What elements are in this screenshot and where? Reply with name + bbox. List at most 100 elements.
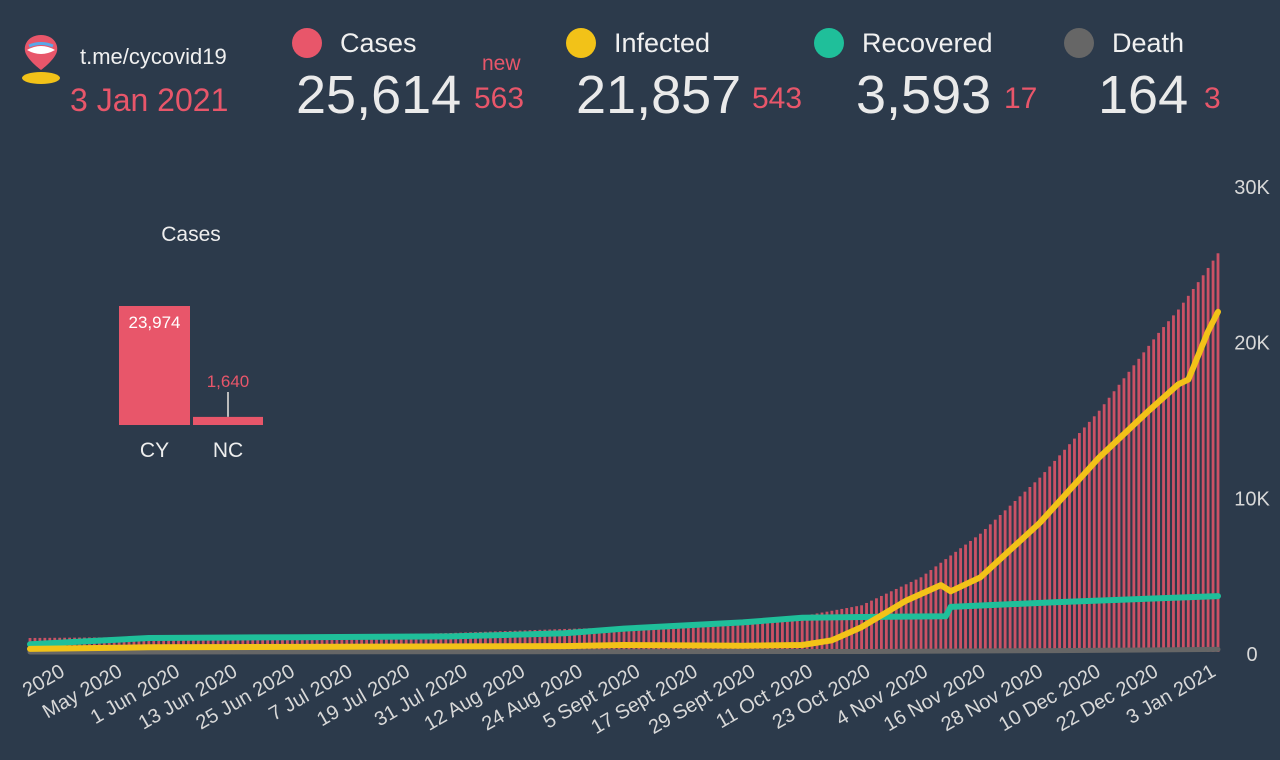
stat-increase: 563 (474, 82, 525, 115)
cases-bar (1137, 358, 1141, 652)
y-tick-label: 10K (1234, 488, 1270, 510)
cases-bar (474, 632, 477, 652)
cases-bar (776, 618, 779, 652)
cases-bar (345, 635, 349, 652)
cases-bar (785, 617, 789, 652)
cases-bar (894, 588, 898, 652)
cases-bar (835, 609, 839, 652)
cases-bar (112, 637, 116, 652)
cases-bar (513, 630, 517, 652)
cases-bar (1206, 267, 1210, 652)
cases-bar (924, 573, 928, 652)
cases-bar (939, 562, 943, 652)
cases-bar (741, 620, 745, 652)
cases-by-region-chart: Cases CY 23,974 NC 1,640 (119, 223, 263, 462)
cases-bar (736, 621, 740, 652)
cases-bar (444, 633, 448, 652)
death-dot-icon (1064, 28, 1094, 58)
cases-bar (845, 608, 849, 652)
cases-bar (449, 633, 453, 652)
cases-bar (652, 625, 656, 652)
cases-bar (726, 621, 730, 652)
cases-bar (1162, 327, 1165, 652)
stat-label: Cases (340, 28, 417, 58)
cases-bar (498, 631, 502, 652)
cases-bar (964, 544, 967, 652)
cases-bar (944, 559, 948, 652)
y-tick-label: 30K (1234, 177, 1270, 199)
cases-bar (662, 625, 665, 652)
recovered-dot-icon (814, 28, 844, 58)
cases-bar (840, 608, 844, 652)
recovered-line (27, 593, 1221, 648)
cases-bar (122, 637, 126, 652)
cases-bar (117, 637, 121, 652)
cases-bar (1058, 455, 1061, 652)
stat-label: Recovered (862, 28, 993, 58)
cases-bar (573, 628, 576, 652)
cases-bar (380, 634, 383, 652)
cases-bar (493, 631, 497, 652)
infected-dot-icon (566, 28, 596, 58)
cases-bar (1147, 345, 1151, 652)
series-lines (27, 308, 1221, 655)
cases-bar (627, 627, 631, 652)
cases-bar (686, 623, 690, 652)
inset-bar-cy (119, 306, 190, 425)
cases-bar (1003, 510, 1007, 652)
cases-bar (469, 632, 472, 652)
cases-bar (647, 626, 651, 652)
cases-bar (78, 637, 81, 652)
cases-bar (1023, 491, 1027, 652)
cases-bar (533, 630, 537, 652)
cases-bar (568, 628, 571, 652)
cases-bar (988, 524, 992, 652)
cases-bar (484, 631, 487, 652)
cases-bar (1008, 505, 1012, 652)
death-line (27, 646, 1221, 655)
cases-bar (979, 533, 982, 652)
cases-bar (97, 637, 101, 652)
cases-bar (880, 595, 883, 652)
cases-bar (399, 634, 403, 652)
cases-bar (414, 633, 418, 652)
cases-bar (350, 635, 354, 652)
cases-bar (592, 628, 596, 652)
cases-bar (325, 635, 329, 652)
cases-bar (830, 610, 834, 652)
cases-bar (667, 624, 670, 652)
report-date: 3 Jan 2021 (70, 82, 229, 118)
cases-bar (607, 627, 611, 652)
cases-bar (424, 633, 428, 652)
cases-bar (1038, 477, 1042, 652)
cases-bar (83, 637, 86, 652)
cases-bar (790, 616, 794, 652)
cases-bar (751, 620, 755, 652)
cases-bar (102, 637, 106, 652)
cases-bar (998, 515, 1002, 652)
cases-bar (815, 613, 819, 652)
cases-bar (597, 628, 601, 652)
cases-bar (1167, 321, 1170, 652)
cases-bar (1073, 438, 1076, 652)
cases-bar (993, 519, 997, 652)
inset-value-label: 23,974 (129, 313, 181, 332)
cases-bar (949, 555, 953, 652)
cases-bar (983, 529, 987, 652)
cases-bar (1107, 397, 1111, 652)
cases-bar (701, 623, 705, 652)
cases-bar (884, 593, 888, 653)
cases-bar (1013, 501, 1017, 652)
cases-bar (409, 633, 413, 652)
cases-bar (657, 625, 661, 652)
source-link[interactable]: t.me/cycovid19 (80, 44, 227, 69)
cases-bar (523, 630, 527, 652)
cases-bar (706, 622, 710, 652)
cases-bar (677, 624, 680, 652)
cases-bar (1078, 433, 1081, 652)
cases-bar (1152, 339, 1156, 652)
cases-bar (1087, 421, 1091, 652)
new-label: new (482, 52, 521, 75)
